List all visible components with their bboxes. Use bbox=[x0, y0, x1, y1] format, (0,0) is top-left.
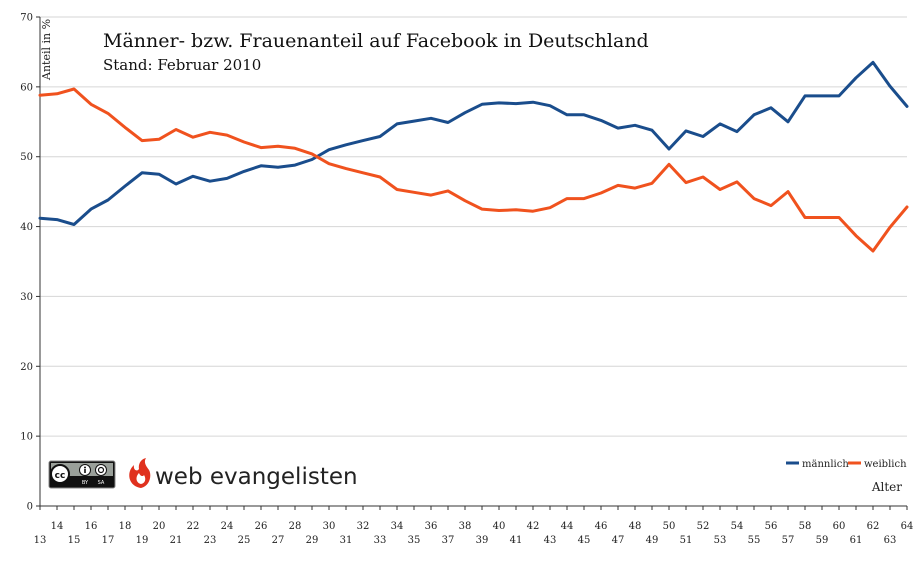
x-tick-label: 37 bbox=[442, 535, 455, 546]
x-tick-label: 15 bbox=[68, 535, 81, 546]
x-tick-labels: 13 14 15 16 17 18 19 20 21 22 23 24 25 26 27 28 29 30 31 32… bbox=[34, 506, 914, 546]
x-tick-label: 45 bbox=[578, 535, 591, 546]
x-tick-label: 42 bbox=[527, 521, 540, 532]
x-tick-label: 58 bbox=[799, 521, 812, 532]
x-tick-label: 33 bbox=[374, 535, 387, 546]
x-tick-label: 26 bbox=[255, 521, 268, 532]
x-tick-label: 49 bbox=[646, 535, 659, 546]
x-tick-label: 40 bbox=[493, 521, 506, 532]
x-tick-label: 31 bbox=[340, 535, 353, 546]
x-tick-label: 61 bbox=[850, 535, 863, 546]
y-axis-label: Anteil in % bbox=[40, 19, 53, 81]
grid-lines bbox=[40, 16, 907, 437]
x-tick-label: 30 bbox=[323, 521, 336, 532]
x-tick-label: 36 bbox=[425, 521, 438, 532]
x-tick-label: 28 bbox=[289, 521, 302, 532]
x-tick-label: 19 bbox=[136, 535, 149, 546]
svg-text:cc: cc bbox=[55, 471, 66, 481]
y-tick-label: 60 bbox=[20, 82, 33, 93]
x-tick-label: 14 bbox=[51, 521, 64, 532]
x-tick-label: 48 bbox=[629, 521, 642, 532]
x-tick-label: 17 bbox=[102, 535, 115, 546]
x-tick-label: 50 bbox=[663, 521, 676, 532]
series-line-maennlich bbox=[38, 60, 909, 226]
legend: männlich weiblich bbox=[786, 459, 907, 470]
flame-logo-icon bbox=[129, 458, 151, 488]
x-axis-label: Alter bbox=[871, 480, 902, 494]
x-tick-label: 23 bbox=[204, 535, 217, 546]
x-tick-label: 38 bbox=[459, 521, 472, 532]
y-tick-label: 30 bbox=[20, 292, 33, 303]
share-alike-icon bbox=[95, 464, 107, 476]
series-lines bbox=[38, 60, 909, 253]
publisher-name: web evangelisten bbox=[155, 464, 358, 490]
chart-subtitle: Stand: Februar 2010 bbox=[103, 56, 261, 74]
x-tick-label: 27 bbox=[272, 535, 285, 546]
legend-label-maennlich: männlich bbox=[802, 459, 849, 470]
legend-label-weiblich: weiblich bbox=[864, 459, 907, 470]
x-tick-label: 44 bbox=[561, 521, 574, 532]
x-tick-label: 55 bbox=[748, 535, 761, 546]
x-tick-label: 35 bbox=[408, 535, 421, 546]
web-evangelisten-logo: web evangelisten bbox=[129, 458, 358, 490]
x-tick-label: 32 bbox=[357, 521, 370, 532]
y-tick-label: 40 bbox=[20, 222, 33, 233]
y-tick-labels: 0 10 20 30 40 50 60 70 bbox=[20, 13, 40, 513]
chart-title: Männer- bzw. Frauenanteil auf Facebook i… bbox=[103, 30, 649, 52]
x-tick-label: 39 bbox=[476, 535, 489, 546]
x-tick-label: 47 bbox=[612, 535, 625, 546]
x-tick-label: 52 bbox=[697, 521, 710, 532]
series-line-weiblich bbox=[38, 87, 909, 253]
x-tick-label: 25 bbox=[238, 535, 251, 546]
x-tick-label: 57 bbox=[782, 535, 795, 546]
y-tick-label: 50 bbox=[20, 152, 33, 163]
x-tick-label: 62 bbox=[867, 521, 880, 532]
x-tick-label: 21 bbox=[170, 535, 183, 546]
x-tick-label: 22 bbox=[187, 521, 200, 532]
x-tick-label: 60 bbox=[833, 521, 846, 532]
axes bbox=[39, 17, 907, 507]
x-tick-label: 20 bbox=[153, 521, 166, 532]
cc-sa-label: SA bbox=[98, 480, 105, 486]
x-tick-label: 46 bbox=[595, 521, 608, 532]
y-tick-label: 0 bbox=[27, 502, 33, 513]
x-tick-label: 63 bbox=[884, 535, 897, 546]
x-tick-label: 29 bbox=[306, 535, 319, 546]
cc-by-label: BY bbox=[82, 480, 89, 486]
x-tick-label: 54 bbox=[731, 521, 744, 532]
y-tick-label: 20 bbox=[20, 362, 33, 373]
y-tick-label: 10 bbox=[20, 432, 33, 443]
creative-commons-license-badge: cc BY SA bbox=[48, 460, 116, 489]
x-tick-label: 43 bbox=[544, 535, 557, 546]
x-tick-label: 18 bbox=[119, 521, 132, 532]
x-tick-label: 34 bbox=[391, 521, 404, 532]
x-tick-label: 56 bbox=[765, 521, 778, 532]
x-tick-label: 64 bbox=[901, 521, 914, 532]
x-tick-label: 41 bbox=[510, 535, 523, 546]
cc-icon bbox=[50, 464, 70, 484]
y-tick-label: 70 bbox=[20, 13, 33, 24]
x-tick-label: 51 bbox=[680, 535, 693, 546]
x-tick-label: 16 bbox=[85, 521, 98, 532]
x-tick-label: 24 bbox=[221, 521, 234, 532]
x-tick-label: 59 bbox=[816, 535, 829, 546]
x-tick-label: 13 bbox=[34, 535, 47, 546]
x-tick-label: 53 bbox=[714, 535, 727, 546]
